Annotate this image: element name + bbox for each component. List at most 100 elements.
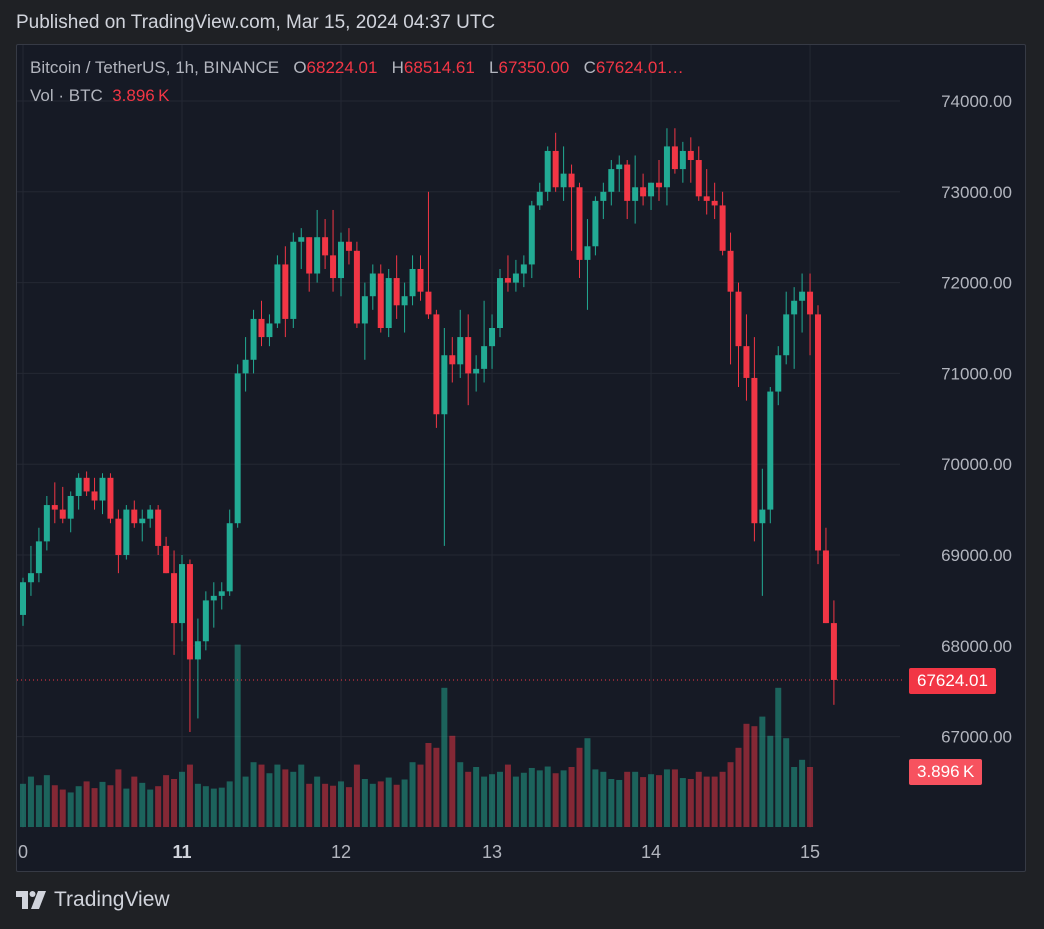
volume-bar — [59, 789, 66, 827]
candle-body — [258, 318, 265, 338]
candle-body — [393, 278, 400, 306]
volume-bar — [242, 776, 249, 827]
volume-bar — [624, 771, 631, 827]
tradingview-logo-text: TradingView — [54, 888, 170, 911]
volume-bar — [552, 773, 559, 827]
close-label: C — [583, 58, 596, 77]
candle-body — [147, 509, 154, 519]
volume-bar — [75, 786, 82, 827]
volume-bar — [147, 789, 154, 827]
candle-body — [632, 187, 639, 201]
symbol-label: Bitcoin / TetherUS, 1h, BINANCE — [30, 58, 280, 77]
candle-body — [815, 314, 821, 551]
x-tick-label: 0 — [18, 842, 28, 862]
candle-body — [528, 205, 535, 265]
volume-legend: Vol · BTC 3.896 K — [30, 86, 170, 106]
volume-bar — [258, 764, 265, 827]
candle-body — [51, 505, 58, 510]
candle-body — [457, 337, 464, 365]
candle-body — [616, 164, 623, 170]
candle-body — [425, 291, 432, 315]
candle-body — [807, 291, 814, 315]
y-tick-label: 71000.00 — [941, 364, 1012, 383]
volume-bar — [425, 743, 432, 827]
candle-body — [465, 337, 472, 374]
candle-body — [282, 264, 289, 319]
volume-bar — [234, 644, 241, 827]
x-tick-label: 15 — [800, 842, 820, 862]
y-tick-label: 70000.00 — [941, 455, 1012, 474]
volume-bar — [139, 782, 146, 827]
volume-bar — [123, 788, 130, 827]
candle-body — [155, 509, 162, 546]
volume-bar — [671, 769, 678, 827]
volume-label: Vol · BTC — [30, 86, 103, 105]
volume-bar — [465, 771, 472, 827]
candle-body — [552, 150, 559, 188]
candle-body — [735, 291, 742, 347]
y-tick-label: 74000.00 — [941, 92, 1012, 111]
volume-bar — [210, 788, 217, 827]
candle-body — [520, 264, 527, 274]
volume-bar — [592, 769, 599, 827]
candle-body — [115, 518, 122, 555]
volume-bar — [767, 735, 774, 827]
tradingview-logo-icon — [16, 891, 46, 909]
candle-body — [67, 495, 74, 519]
volume-bar — [226, 781, 233, 827]
volume-bar — [393, 784, 400, 827]
candle-body — [695, 160, 702, 197]
volume-bar — [743, 723, 750, 827]
volume-bar — [274, 764, 281, 827]
candle-body — [751, 377, 758, 524]
candle-body — [449, 355, 456, 365]
x-tick-label: 11 — [172, 842, 191, 862]
candle-body — [20, 582, 26, 615]
candle-body — [512, 273, 519, 283]
volume-bar — [250, 762, 257, 827]
volume-bar — [640, 777, 647, 827]
candle-body — [131, 509, 138, 524]
volume-bar — [735, 747, 742, 827]
volume-bar — [290, 771, 297, 827]
volume-bar — [663, 769, 670, 827]
candle-body — [306, 237, 313, 274]
candle-body — [719, 205, 726, 251]
volume-bar — [115, 769, 122, 827]
volume-bar — [616, 779, 623, 827]
candle-body — [139, 518, 146, 524]
volume-bar — [497, 771, 503, 827]
candle-body — [99, 477, 106, 501]
volume-bar — [35, 785, 42, 827]
volume-bar — [171, 779, 178, 827]
volume-bar — [449, 735, 456, 827]
volume-bar — [43, 775, 50, 827]
volume-bar — [202, 786, 209, 827]
candle-body — [775, 355, 782, 392]
candle-body — [504, 278, 511, 283]
volume-bar — [194, 783, 201, 827]
y-tick-label: 68000.00 — [941, 637, 1012, 656]
volume-bar — [401, 779, 408, 827]
volume-bar — [481, 776, 488, 827]
volume-bar — [345, 787, 352, 827]
last-volume-badge: 3.896 K — [909, 759, 983, 785]
volume-bar — [282, 769, 289, 827]
chart-frame[interactable] — [16, 44, 1026, 872]
candle-body — [473, 368, 480, 374]
volume-bar — [473, 767, 480, 827]
candle-body — [536, 191, 543, 206]
volume-bar — [512, 776, 519, 827]
volume-bar — [679, 778, 686, 827]
candle-body — [322, 237, 329, 256]
tradingview-logo[interactable]: TradingView — [16, 888, 170, 912]
volume-bar — [719, 771, 726, 827]
candle-body — [35, 541, 42, 574]
volume-bar — [441, 687, 448, 827]
candle-body — [560, 173, 567, 188]
volume-bar — [385, 777, 392, 827]
candle-body — [242, 359, 249, 374]
candle-body — [767, 391, 774, 510]
volume-bar — [361, 779, 368, 827]
